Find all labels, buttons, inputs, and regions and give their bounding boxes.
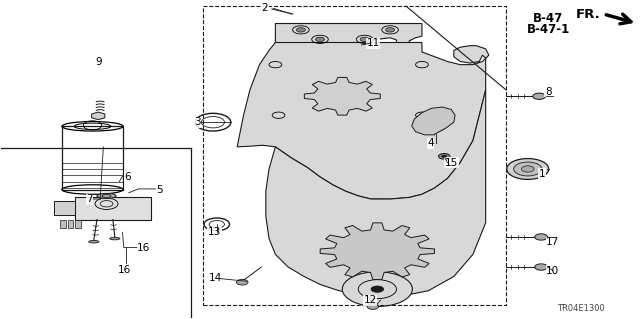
Circle shape <box>342 272 412 307</box>
Circle shape <box>535 234 547 240</box>
Bar <box>62 126 123 189</box>
Circle shape <box>360 37 369 41</box>
Polygon shape <box>275 24 422 65</box>
Circle shape <box>358 241 397 261</box>
Circle shape <box>535 264 547 270</box>
Bar <box>76 219 81 228</box>
Bar <box>353 42 364 60</box>
Circle shape <box>514 162 541 176</box>
Text: 1: 1 <box>539 169 545 179</box>
Text: 10: 10 <box>546 266 559 276</box>
Polygon shape <box>305 78 380 115</box>
Polygon shape <box>320 223 435 279</box>
Circle shape <box>204 218 230 231</box>
Circle shape <box>316 37 324 41</box>
Bar <box>60 219 66 228</box>
Polygon shape <box>92 112 105 120</box>
Circle shape <box>367 304 379 309</box>
Circle shape <box>507 159 548 179</box>
Text: 16: 16 <box>137 243 150 253</box>
Bar <box>75 197 151 219</box>
Text: 13: 13 <box>208 227 221 237</box>
Polygon shape <box>412 107 455 135</box>
Circle shape <box>209 220 225 228</box>
Text: B-47-1: B-47-1 <box>527 23 570 36</box>
Bar <box>54 201 75 215</box>
Polygon shape <box>266 90 486 297</box>
Ellipse shape <box>97 193 116 198</box>
Circle shape <box>442 155 447 158</box>
Circle shape <box>522 166 534 172</box>
Text: B-47: B-47 <box>533 12 563 25</box>
Text: 12: 12 <box>364 295 376 305</box>
Text: 11: 11 <box>367 38 380 48</box>
Text: 3: 3 <box>194 117 200 127</box>
Circle shape <box>533 93 545 100</box>
Text: 16: 16 <box>118 264 131 275</box>
Circle shape <box>372 249 383 254</box>
Text: 8: 8 <box>545 86 552 97</box>
Circle shape <box>195 113 231 131</box>
Bar <box>68 219 74 228</box>
Text: 4: 4 <box>427 138 434 148</box>
Circle shape <box>237 279 248 285</box>
Circle shape <box>438 153 450 159</box>
Text: 6: 6 <box>124 172 131 182</box>
Polygon shape <box>351 40 365 46</box>
Text: 17: 17 <box>546 237 559 247</box>
Ellipse shape <box>109 237 120 240</box>
Circle shape <box>371 286 384 292</box>
Circle shape <box>202 116 225 128</box>
Text: 2: 2 <box>261 3 268 13</box>
Text: 9: 9 <box>96 57 102 67</box>
Text: TR04E1300: TR04E1300 <box>557 304 605 313</box>
Ellipse shape <box>420 110 449 132</box>
Circle shape <box>339 94 346 98</box>
Circle shape <box>330 90 355 103</box>
Text: 5: 5 <box>156 184 163 195</box>
Ellipse shape <box>89 241 99 243</box>
Circle shape <box>386 28 394 32</box>
Circle shape <box>296 28 305 32</box>
Polygon shape <box>237 42 489 199</box>
Text: 7: 7 <box>86 194 93 204</box>
Text: 15: 15 <box>445 158 458 168</box>
Text: 14: 14 <box>209 273 222 283</box>
Text: FR.: FR. <box>575 8 600 20</box>
